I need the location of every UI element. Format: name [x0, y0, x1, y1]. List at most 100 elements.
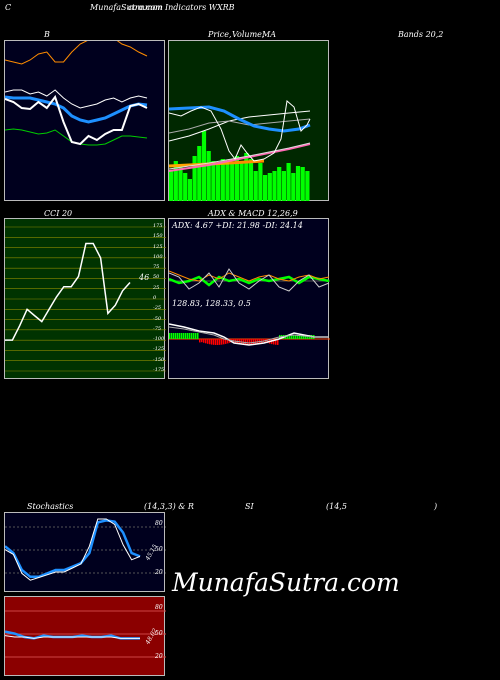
- adx-macd-chart: [169, 268, 330, 346]
- macd-histogram-bar: [189, 333, 191, 339]
- rsi-tick-50: 50: [155, 630, 163, 637]
- macd-histogram-bar: [301, 335, 303, 339]
- bollinger-middle-line: [5, 95, 148, 124]
- macd-histogram-bar: [249, 339, 251, 345]
- price-volume-panel: [168, 40, 329, 201]
- cci-tick-label: 50: [153, 274, 160, 281]
- macd-histogram-bar: [175, 333, 177, 339]
- macd-histogram-bar: [215, 339, 217, 345]
- macd-histogram-bar: [207, 339, 209, 344]
- macd-histogram-bar: [291, 335, 293, 339]
- adx-macd-panel: ADX: 4.67 +DI: 21.98 -DI: 24.14 128.83, …: [168, 218, 330, 379]
- label-close-paren: ): [434, 502, 438, 511]
- cci-tick-label: -25: [153, 305, 162, 312]
- ma-short-line-2: [228, 159, 265, 165]
- volume-bar: [291, 173, 296, 201]
- macd-histogram-bar: [299, 335, 301, 339]
- stochastics-panel: 80 50 20 45.15: [4, 512, 166, 592]
- label-stochastics: Stochastics: [27, 502, 74, 511]
- cci-tick-label: -100: [153, 336, 165, 343]
- volume-bar: [263, 175, 268, 201]
- bollinger-inner-line: [5, 89, 148, 109]
- bollinger-chart: [5, 41, 148, 146]
- stochastics-chart: [5, 518, 166, 581]
- volume-bar: [277, 167, 282, 201]
- macd-histogram-bar: [201, 339, 203, 343]
- cci-value: 46: [139, 273, 150, 282]
- stoch-tick-80: 80: [155, 520, 163, 527]
- label-cci: CCI 20: [44, 209, 73, 218]
- rsi-chart: [5, 610, 166, 658]
- cci-tick-label: 25: [153, 284, 160, 291]
- label-price: Price,: [208, 30, 232, 39]
- macd-histogram-bar: [219, 339, 221, 345]
- macd-histogram-bar: [287, 335, 289, 339]
- rsi-panel: 80 50 20 48.02: [4, 596, 166, 676]
- cci-line: [5, 242, 131, 341]
- volume-bar: [183, 173, 188, 201]
- stoch-tick-50: 50: [155, 546, 163, 553]
- macd-histogram-bar: [209, 339, 211, 345]
- volume-bar: [253, 171, 258, 201]
- volume-bar: [244, 153, 249, 201]
- macd-histogram-bar: [227, 339, 229, 344]
- volume-bar: [234, 156, 239, 201]
- watermark: MunafaSutra.com: [172, 568, 400, 597]
- cci-tick-label: 100: [153, 253, 163, 260]
- volume-bar: [206, 151, 211, 201]
- macd-histogram-bar: [225, 339, 227, 344]
- macd-histogram-bar: [295, 335, 297, 339]
- rsi-signal-line: [5, 635, 140, 639]
- volume-bar: [248, 159, 254, 201]
- macd-histogram-bar: [173, 333, 175, 339]
- macd-histogram-bar: [267, 339, 269, 344]
- bollinger-lower-line: [5, 41, 148, 65]
- header-letter: C: [5, 3, 12, 12]
- volume-bar: [295, 166, 301, 201]
- ma-long-line: [169, 143, 311, 172]
- cci-tick-label: -50: [153, 315, 162, 322]
- macd-histogram-bar: [187, 333, 189, 339]
- cci-tick-label: 125: [153, 243, 163, 250]
- ma-envelope-line-2: [169, 118, 311, 134]
- adx-readout: ADX: 4.67 +DI: 21.98 -DI: 24.14: [172, 221, 303, 230]
- adx-line: [169, 275, 330, 287]
- label-si: SI: [245, 502, 254, 511]
- macd-histogram-bar: [181, 333, 183, 339]
- macd-histogram-bar: [217, 339, 219, 345]
- bollinger-price-line: [5, 94, 148, 146]
- macd-histogram-bar: [297, 335, 299, 339]
- macd-readout: 128.83, 128.33, 0.5: [172, 299, 251, 308]
- stoch-tick-20: 20: [155, 569, 163, 576]
- macd-histogram-bar: [277, 339, 279, 345]
- volume-bar: [192, 156, 197, 201]
- macd-histogram-bar: [185, 333, 187, 339]
- macd-histogram-bar: [205, 339, 207, 344]
- volume-bar: [258, 163, 263, 201]
- macd-histogram-bar: [245, 339, 247, 345]
- volume-bar: [169, 171, 174, 201]
- macd-histogram-bar: [251, 339, 253, 345]
- macd-histogram-bar: [273, 339, 275, 345]
- volume-bar: [197, 146, 202, 201]
- volume-bar: [286, 163, 291, 201]
- volume-bar: [267, 173, 272, 201]
- volume-bar: [239, 161, 244, 201]
- macd-histogram-bar: [179, 333, 181, 339]
- label-b: B: [44, 30, 50, 39]
- volume-bar: [225, 161, 230, 201]
- rsi-tick-20: 20: [155, 653, 163, 660]
- price-line: [169, 100, 311, 162]
- label-ma: MA: [262, 30, 276, 39]
- macd-signal-line: [169, 326, 329, 344]
- cci-tick-label: -125: [153, 346, 165, 353]
- cci-tick-label: -75: [153, 325, 162, 332]
- macd-histogram-bar: [253, 339, 255, 345]
- macd-histogram-bar: [169, 333, 171, 339]
- stoch-k-line: [5, 519, 141, 579]
- label-stoch-params: (14,3,3) & R: [144, 502, 194, 511]
- macd-histogram-bar: [221, 339, 223, 345]
- macd-histogram-bar: [307, 335, 309, 339]
- label-adx-macd: ADX & MACD 12,26,9: [208, 209, 298, 218]
- macd-histogram-bar: [247, 339, 249, 345]
